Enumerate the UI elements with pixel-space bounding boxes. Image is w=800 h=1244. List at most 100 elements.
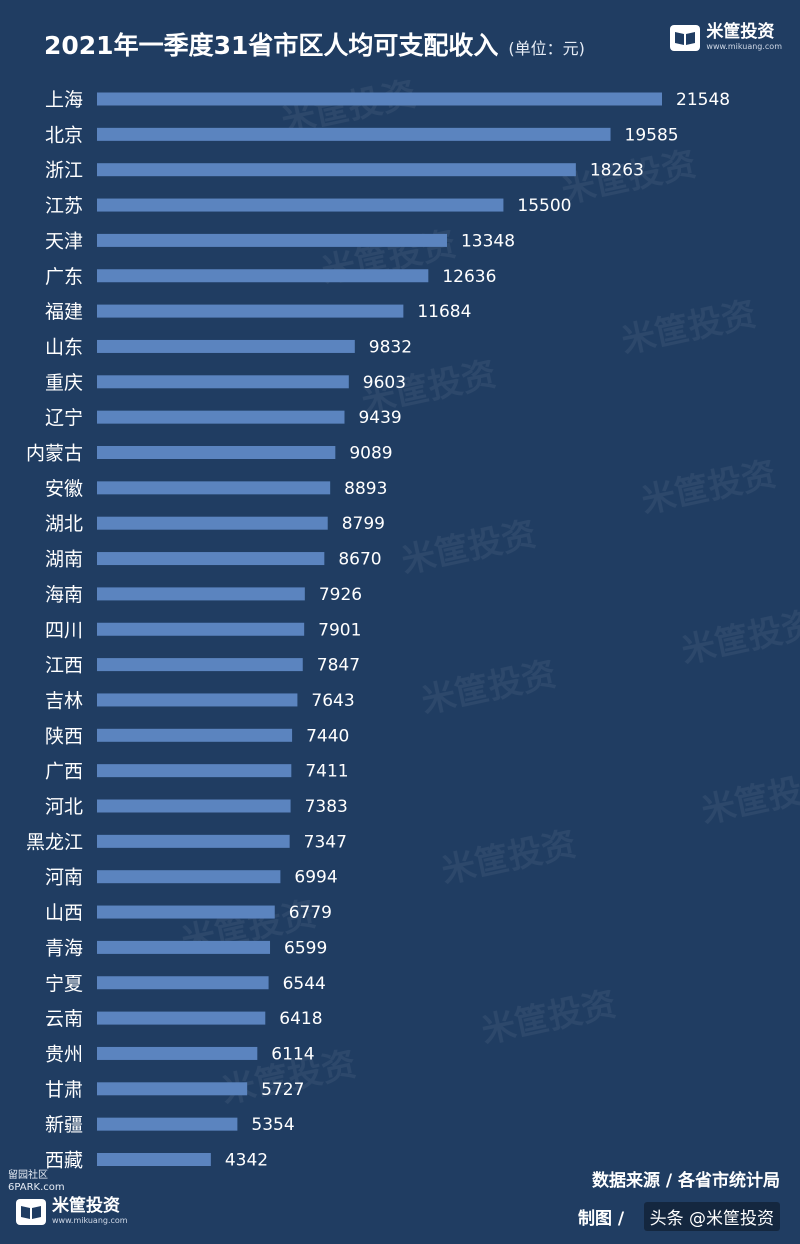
value-label: 7926	[319, 585, 362, 605]
category-label: 江苏	[45, 195, 83, 217]
bar	[97, 446, 336, 459]
category-label: 贵州	[45, 1043, 83, 1065]
brand-name: 米筐投资	[52, 1196, 120, 1216]
bar	[97, 1046, 258, 1060]
category-label: 甘肃	[45, 1079, 83, 1101]
bar	[97, 976, 269, 990]
brand-logo-bottom: 米筐投资 www.mikuang.com	[16, 1198, 128, 1225]
book-icon	[16, 1198, 46, 1225]
value-label: 5727	[261, 1080, 304, 1100]
credit-label: 头条 @米筐投资	[643, 1202, 780, 1231]
value-label: 8670	[338, 550, 381, 570]
category-label: 内蒙古	[26, 443, 83, 465]
bar	[97, 1011, 266, 1025]
value-label: 15500	[517, 196, 571, 216]
bar	[97, 304, 404, 318]
value-label: 9603	[363, 373, 406, 393]
bar	[97, 834, 290, 848]
value-label: 7383	[305, 797, 348, 817]
value-label: 9832	[369, 337, 412, 357]
value-label: 6779	[289, 903, 332, 923]
value-label: 7347	[304, 832, 347, 852]
category-label: 新疆	[45, 1114, 83, 1136]
category-label: 安徽	[45, 478, 83, 500]
brand-url: www.mikuang.com	[52, 1216, 128, 1225]
category-label: 宁夏	[45, 973, 83, 995]
value-label: 6114	[271, 1044, 314, 1064]
category-label: 浙江	[45, 160, 83, 182]
category-label: 湖南	[45, 549, 83, 571]
value-label: 18263	[590, 161, 644, 181]
category-label: 重庆	[45, 372, 83, 394]
bar	[97, 163, 576, 177]
category-label: 青海	[45, 937, 83, 959]
category-label: 辽宁	[45, 407, 83, 429]
site-mark-line2: 6PARK.com	[8, 1182, 65, 1193]
value-label: 9439	[358, 408, 401, 428]
bar	[97, 799, 291, 813]
value-label: 7901	[318, 620, 361, 640]
value-label: 6994	[294, 868, 337, 888]
bar	[97, 233, 447, 247]
unit-label: (单位：元)	[508, 39, 585, 58]
chart-header: 2021年一季度31省市区人均可支配收入 (单位：元)	[44, 26, 585, 60]
category-label: 湖北	[45, 513, 83, 535]
bar	[97, 905, 275, 919]
bar	[97, 1153, 211, 1166]
value-label: 8799	[342, 514, 385, 534]
category-label: 云南	[45, 1008, 83, 1030]
value-label: 6599	[284, 938, 327, 958]
brand-url: www.mikuang.com	[706, 42, 782, 51]
data-source: 数据来源 / 各省市统计局	[591, 1171, 780, 1191]
bar	[97, 1082, 248, 1096]
category-label: 黑龙江	[26, 831, 83, 853]
site-mark: 留园社区 6PARK.com	[8, 1170, 65, 1194]
value-label: 12636	[442, 267, 496, 287]
category-label: 陕西	[45, 725, 83, 747]
bar	[97, 764, 292, 778]
made-by-label: 制图 /	[578, 1209, 625, 1229]
site-mark-line1: 留园社区	[8, 1170, 48, 1181]
category-label: 广东	[45, 266, 83, 288]
category-label: 山西	[45, 902, 83, 924]
value-label: 21548	[676, 90, 730, 110]
category-label: 上海	[45, 89, 83, 111]
brand-logo-top: 米筐投资 www.mikuang.com	[670, 24, 782, 51]
bar	[97, 587, 305, 601]
bar	[97, 940, 271, 954]
bar	[97, 1117, 238, 1131]
bar	[97, 92, 662, 106]
bar	[97, 693, 298, 707]
value-label: 8893	[344, 479, 387, 499]
category-label: 四川	[45, 619, 83, 641]
bar	[97, 410, 345, 424]
category-label: 广西	[45, 761, 83, 783]
value-label: 9089	[349, 444, 392, 464]
category-label: 山东	[45, 336, 83, 358]
bar	[97, 728, 293, 742]
bar	[97, 516, 328, 530]
bar	[97, 870, 281, 884]
category-label: 江西	[45, 655, 83, 677]
bar	[97, 269, 429, 283]
bar	[97, 375, 349, 389]
value-label: 7440	[306, 726, 349, 746]
value-label: 7411	[305, 762, 348, 782]
value-label: 4342	[225, 1151, 268, 1171]
category-label: 西藏	[45, 1150, 83, 1172]
bar	[97, 339, 355, 353]
value-label: 19585	[625, 125, 679, 145]
value-label: 5354	[251, 1115, 294, 1135]
value-label: 6418	[279, 1009, 322, 1029]
bar	[97, 658, 303, 672]
category-label: 河南	[45, 867, 83, 889]
bar	[97, 552, 325, 566]
value-label: 6544	[283, 974, 326, 994]
value-label: 11684	[417, 302, 471, 322]
value-label: 13348	[461, 231, 515, 251]
value-label: 7643	[311, 691, 354, 711]
category-label: 河北	[45, 796, 83, 818]
category-label: 吉林	[45, 690, 83, 712]
category-label: 北京	[45, 124, 83, 146]
